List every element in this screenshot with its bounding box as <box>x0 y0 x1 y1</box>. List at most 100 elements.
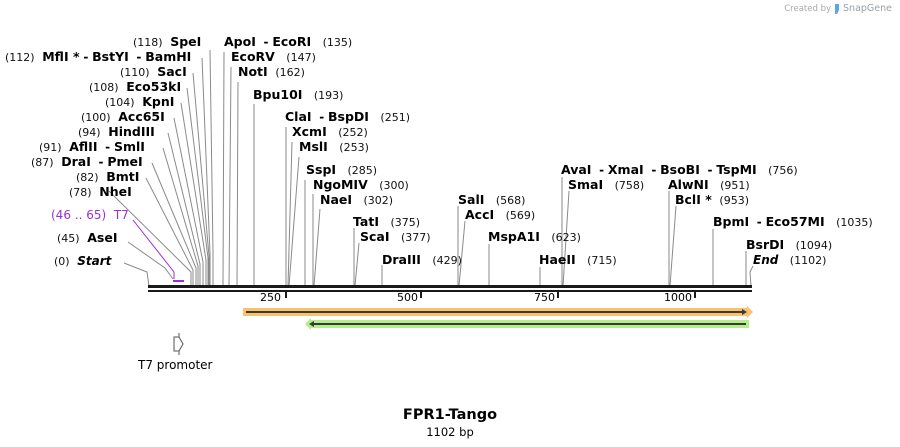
site-bsrdi[interactable]: BsrDI (1094) <box>746 238 832 253</box>
separator: - <box>98 155 104 169</box>
separator: - <box>136 50 142 64</box>
site-name: Eco53kI <box>126 79 182 94</box>
site-name: AlwNI <box>668 177 709 192</box>
site-mfli-bstyi-bamhi[interactable]: (112) MflI * - BstYI - BamHI <box>5 50 191 65</box>
site-naei[interactable]: NaeI (302) <box>320 193 393 208</box>
site-avai-group[interactable]: AvaI - XmaI - BsoBI - TspMI (756) <box>561 163 798 178</box>
separator: - <box>651 163 657 177</box>
site-name: AccI <box>465 207 495 222</box>
sequence-title: FPR1-Tango <box>402 407 498 423</box>
site-acci[interactable]: AccI (569) <box>465 208 535 223</box>
site-haeii[interactable]: HaeII (715) <box>539 253 617 268</box>
site-position: (375) <box>390 216 421 229</box>
site-name: Eco57MI <box>765 214 825 229</box>
site-apoi-ecori[interactable]: ApoI - EcoRI (135) <box>224 35 352 50</box>
site-name: BamHI <box>145 49 192 64</box>
dna-backbone <box>148 285 752 292</box>
site-noti[interactable]: NotI (162) <box>238 65 305 80</box>
site-position: (252) <box>338 126 368 139</box>
site-name: SmaI <box>568 177 604 192</box>
site-name: BstYI <box>92 49 129 64</box>
separator: - <box>263 35 269 49</box>
site-bpmi-eco57mi[interactable]: BpmI - Eco57MI (1035) <box>713 215 873 230</box>
site-position: (1094) <box>795 239 833 252</box>
separator: - <box>599 163 605 177</box>
site-position: (285) <box>347 164 378 177</box>
site-name: Start <box>77 254 112 268</box>
site-position: (162) <box>275 66 305 79</box>
site-position: (300) <box>379 179 409 192</box>
feature-t7[interactable]: (46 .. 65) T7 <box>51 208 129 222</box>
orange-feature-arrow[interactable] <box>243 306 753 318</box>
site-ecorv[interactable]: EcoRV (147) <box>231 50 316 65</box>
site-name: BpmI <box>713 214 750 229</box>
separator: - <box>83 50 89 64</box>
site-bmti[interactable]: (82) BmtI <box>76 170 139 185</box>
site-smai[interactable]: SmaI (758) <box>568 178 644 193</box>
leader-lines <box>108 49 754 287</box>
site-position: (756) <box>768 164 798 177</box>
t7-promoter-arrow-icon[interactable] <box>173 333 184 355</box>
site-position: (100) <box>81 111 111 124</box>
site-bcli[interactable]: BclI * (953) <box>675 193 749 208</box>
site-name: BmtI <box>106 169 140 184</box>
site-alwni[interactable]: AlwNI (951) <box>668 178 750 193</box>
site-start[interactable]: (0) Start <box>54 254 111 269</box>
site-aflii-smli[interactable]: (91) AflII - SmlI <box>39 140 145 155</box>
site-position: (110) <box>120 66 150 79</box>
credit-prefix: Created by <box>784 3 832 14</box>
green-feature-arrow[interactable] <box>305 318 749 330</box>
site-name: EcoRI <box>272 34 312 49</box>
site-position: (118) <box>133 36 163 49</box>
site-name: ClaI <box>285 109 312 124</box>
site-drai-pmei[interactable]: (87) DraI - PmeI <box>31 155 143 170</box>
site-name: ApoI <box>224 34 256 49</box>
site-name: SacI <box>157 64 187 79</box>
site-position: (45) <box>57 232 80 245</box>
site-position: (377) <box>400 231 431 244</box>
site-ngomiv[interactable]: NgoMIV (300) <box>313 178 409 193</box>
site-tati[interactable]: TatI (375) <box>353 215 420 230</box>
site-nhei[interactable]: (78) NheI <box>69 185 132 200</box>
site-name: AflII <box>69 139 98 154</box>
site-saci[interactable]: (110) SacI <box>120 65 187 80</box>
site-position: (953) <box>719 194 749 207</box>
scale-tick-label: 750 <box>534 291 555 304</box>
site-scai[interactable]: ScaI (377) <box>360 230 431 245</box>
site-clai-bspdi[interactable]: ClaI - BspDI (251) <box>285 110 410 125</box>
site-bpu10i[interactable]: Bpu10I (193) <box>253 88 343 103</box>
site-msli[interactable]: MslI (253) <box>299 140 369 155</box>
site-hindiii[interactable]: (94) HindIII <box>78 125 155 140</box>
site-acc65i[interactable]: (100) Acc65I <box>81 110 165 125</box>
site-eco53ki[interactable]: (108) Eco53kI <box>89 80 181 95</box>
site-position: (87) <box>31 156 54 169</box>
separator: - <box>756 215 762 229</box>
scale-ticks <box>285 292 696 298</box>
site-name: DraI <box>61 154 91 169</box>
credit-brand: SnapGene <box>843 3 892 14</box>
site-name: NaeI <box>320 192 353 207</box>
feature-name: T7 <box>113 208 129 222</box>
t7-promoter-label[interactable]: T7 promoter <box>138 358 213 372</box>
site-end[interactable]: End (1102) <box>753 253 826 268</box>
site-kpni[interactable]: (104) KpnI <box>105 95 174 110</box>
sequence-length: 1102 bp <box>426 425 474 439</box>
site-position: (302) <box>363 194 394 207</box>
site-xcmi[interactable]: XcmI (252) <box>292 125 368 140</box>
site-name: BsoBI <box>660 162 700 177</box>
site-mspa1i[interactable]: MspA1I (623) <box>488 230 581 245</box>
site-name: SmlI <box>113 139 145 154</box>
site-asei[interactable]: (45) AseI <box>57 231 117 246</box>
site-position: (108) <box>89 81 119 94</box>
site-position: (147) <box>286 51 316 64</box>
site-position: (1102) <box>789 254 827 267</box>
separator: - <box>707 163 713 177</box>
site-sali[interactable]: SalI (568) <box>458 193 525 208</box>
site-name: BclI * <box>675 192 712 207</box>
site-name: DraIII <box>382 252 421 267</box>
site-draiii[interactable]: DraIII (429) <box>382 253 462 268</box>
site-sspi[interactable]: SspI (285) <box>306 163 377 178</box>
site-name: End <box>753 253 779 267</box>
site-spei[interactable]: (118) SpeI <box>133 35 201 50</box>
